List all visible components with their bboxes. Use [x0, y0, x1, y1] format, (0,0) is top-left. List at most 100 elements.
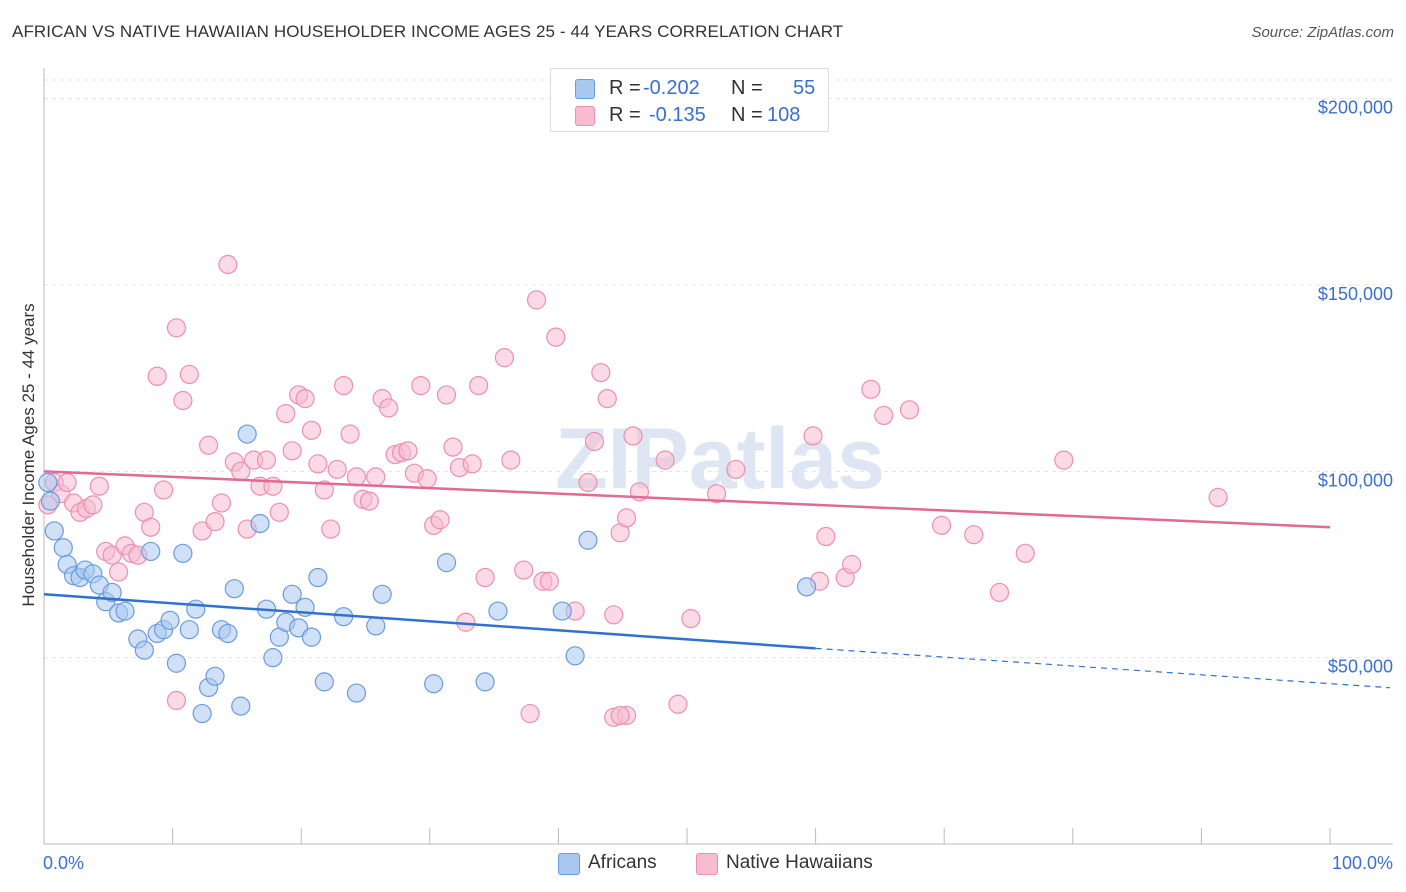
- y-axis-label: Householder Income Ages 25 - 44 years: [19, 303, 38, 606]
- native-hawaiian-point: [597, 389, 617, 409]
- native-hawaiian-point: [340, 424, 360, 444]
- native-hawaiian-point: [89, 476, 109, 496]
- native-hawaiian-point: [964, 525, 984, 545]
- native-hawaiian-point: [192, 521, 212, 541]
- native-hawaiian-point: [514, 560, 534, 580]
- native-hawaiian-point: [591, 362, 611, 383]
- legend-swatch-blue: [575, 79, 595, 99]
- native-hawaiian-point: [462, 454, 482, 474]
- chart-title: AFRICAN VS NATIVE HAWAIIAN HOUSEHOLDER I…: [12, 22, 844, 41]
- native-hawaiian-point: [153, 480, 174, 500]
- native-hawaiian-point: [359, 491, 379, 511]
- grid-lines: [44, 79, 1393, 659]
- african-point: [475, 672, 495, 692]
- native-hawaiian-point: [584, 431, 605, 452]
- african-point: [366, 616, 386, 636]
- african-point: [289, 618, 309, 638]
- native-hawaiian-point: [417, 469, 437, 489]
- african-point: [436, 553, 457, 573]
- native-hawaiian-point: [932, 515, 952, 535]
- african-point: [141, 541, 161, 562]
- african-point: [179, 620, 199, 640]
- legend-label: Native Hawaiians: [726, 852, 873, 873]
- native-hawaiian-point: [494, 348, 514, 368]
- native-hawaiian-point: [655, 450, 675, 470]
- native-hawaiian-point: [147, 366, 167, 386]
- african-point: [578, 530, 598, 550]
- native-hawaiian-point: [282, 441, 302, 461]
- native-hawaiian-point: [803, 426, 823, 446]
- legend-label: Africans: [588, 852, 657, 873]
- native-hawaiian-point: [83, 495, 103, 515]
- african-point: [134, 640, 154, 660]
- african-point: [488, 601, 508, 621]
- african-point: [186, 599, 206, 619]
- n-label: N =: [731, 104, 763, 126]
- african-point: [166, 653, 187, 673]
- native-hawaiian-point: [899, 400, 920, 420]
- native-hawaiian-point: [436, 385, 457, 405]
- african-point: [44, 521, 64, 541]
- native-hawaiian-point: [430, 510, 450, 530]
- african-point: [192, 703, 212, 724]
- n-label: N =: [731, 77, 763, 99]
- native-hawaiian-point: [179, 364, 199, 385]
- native-hawaiian-point: [211, 493, 232, 513]
- source-label: Source: ZipAtlas.com: [1251, 24, 1394, 41]
- africans-trend-line: [43, 593, 816, 650]
- native-hawaiian-point: [874, 405, 894, 426]
- native-hawaiian-point: [475, 567, 495, 588]
- native-hawaiian-point: [443, 437, 463, 457]
- r-label: R =: [609, 77, 641, 99]
- native-hawaiians-points: [38, 254, 1228, 727]
- african-point: [237, 424, 257, 444]
- n-value: 108: [767, 104, 801, 126]
- africans-points: [38, 424, 817, 724]
- y-tick-label: $200,000: [1318, 98, 1393, 118]
- native-hawaiian-point: [57, 472, 77, 493]
- native-hawaiian-point: [610, 705, 630, 726]
- native-hawaiian-point: [308, 454, 328, 474]
- native-hawaiian-point: [726, 459, 746, 480]
- african-point: [314, 672, 334, 692]
- african-point: [102, 582, 122, 603]
- african-point: [424, 674, 444, 694]
- native-hawaiian-point: [520, 703, 540, 724]
- african-point: [263, 648, 283, 668]
- african-point: [231, 696, 251, 716]
- native-hawaiian-point: [379, 398, 399, 418]
- native-hawaiian-point: [346, 467, 367, 487]
- native-hawaiian-point: [276, 403, 296, 424]
- native-hawaiian-point: [1054, 450, 1074, 470]
- african-point: [308, 567, 328, 588]
- native-hawaiian-point: [218, 254, 238, 275]
- native-hawaiian-point: [526, 290, 547, 310]
- r-value: -0.202: [643, 77, 700, 99]
- native-hawaiian-point: [256, 450, 277, 470]
- african-point: [565, 646, 585, 666]
- native-hawaiian-point: [334, 376, 354, 396]
- african-point: [173, 543, 193, 563]
- x-tick-label-max: 100.0%: [1332, 853, 1393, 873]
- native-hawaiian-point: [366, 467, 386, 487]
- r-value: -0.135: [649, 104, 706, 126]
- native-hawaiians-trend-line: [43, 470, 1331, 529]
- native-hawaiian-point: [469, 376, 489, 396]
- y-tick-label: $100,000: [1318, 470, 1393, 490]
- native-hawaiian-point: [616, 508, 637, 528]
- african-point: [796, 577, 817, 597]
- trend-lines: [43, 470, 1391, 689]
- african-point: [115, 601, 135, 621]
- native-hawaiian-point: [668, 694, 688, 714]
- native-hawaiian-point: [1015, 543, 1035, 563]
- africans-trend-extension: [815, 647, 1391, 689]
- native-hawaiian-point: [205, 512, 225, 532]
- native-hawaiian-point: [501, 450, 521, 470]
- native-hawaiian-point: [141, 517, 161, 537]
- native-hawaiian-point: [301, 420, 322, 440]
- native-hawaiian-point: [102, 545, 122, 565]
- native-hawaiian-point: [166, 690, 187, 711]
- native-hawaiian-point: [623, 426, 643, 446]
- r-label: R =: [609, 104, 641, 126]
- native-hawaiian-point: [816, 526, 836, 547]
